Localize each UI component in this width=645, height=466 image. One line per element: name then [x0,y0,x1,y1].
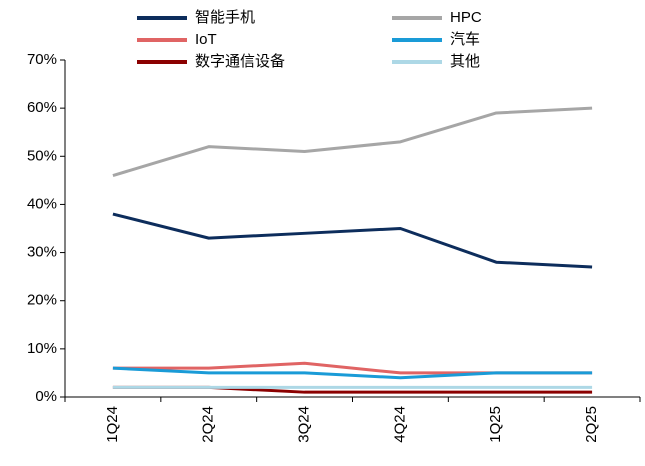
x-tick-label: 4Q24 [391,406,408,443]
y-tick-label: 50% [27,147,57,164]
x-tick-label: 2Q25 [583,406,600,443]
series-line [112,366,593,380]
x-tick-label: 1Q25 [487,406,504,443]
y-tick-label: 30% [27,244,57,261]
x-tick-label: 1Q24 [104,406,121,443]
legend-label: 数字通信设备 [195,53,285,70]
y-tick-label: 60% [27,99,57,116]
y-tick-label: 40% [27,195,57,212]
legend-label: 其他 [450,53,480,70]
y-tick-label: 20% [27,292,57,309]
legend-label: HPC [450,9,482,26]
series-line [112,106,593,177]
y-tick-label: 0% [35,388,57,405]
y-tick-label: 10% [27,340,57,357]
legend-label: 汽车 [450,31,480,48]
x-tick-label: 2Q24 [200,406,217,443]
series-line [112,212,593,269]
y-tick-label: 70% [27,51,57,68]
legend-label: IoT [195,31,217,48]
x-tick-label: 3Q24 [296,406,313,443]
legend-label: 智能手机 [195,8,255,26]
